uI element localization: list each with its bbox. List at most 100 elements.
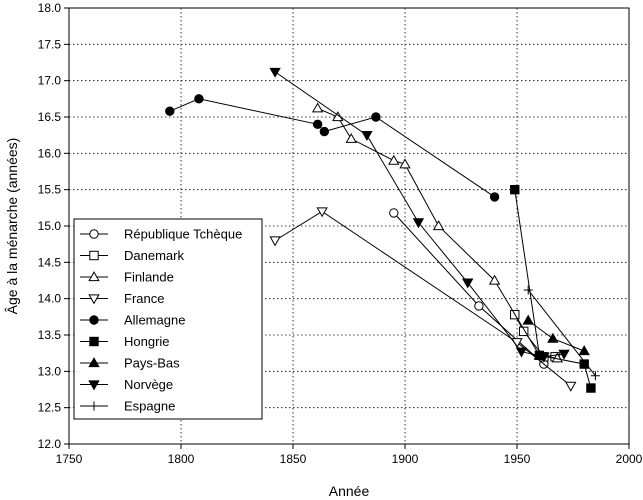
data-point — [510, 184, 520, 195]
x-tick-label: 1850 — [280, 452, 307, 466]
legend-label: Espagne — [124, 399, 175, 414]
legend-entry: France — [80, 291, 164, 306]
data-point — [586, 383, 596, 393]
legend-marker — [89, 336, 99, 347]
y-axis-title: Âge à la ménarche (années) — [4, 138, 20, 315]
data-point — [522, 314, 534, 325]
y-tick-label: 13.5 — [38, 328, 62, 342]
data-point — [565, 381, 577, 392]
data-point — [590, 371, 600, 381]
data-point — [269, 67, 281, 78]
data-point — [412, 218, 425, 229]
data-point — [547, 332, 559, 343]
data-point — [579, 359, 589, 369]
y-tick-label: 12.0 — [38, 437, 62, 451]
x-axis-title: Année — [329, 483, 370, 499]
series-line — [514, 189, 592, 389]
series-line — [527, 289, 596, 377]
legend-entry: Pays-Bas — [80, 356, 180, 371]
data-point — [388, 154, 400, 165]
series-line — [274, 71, 565, 358]
series-layer — [165, 67, 600, 393]
legend-marker — [89, 401, 99, 411]
data-point — [399, 158, 411, 169]
legend-label: Pays-Bas — [124, 356, 180, 371]
series-finlande — [311, 102, 564, 363]
data-point — [489, 192, 500, 202]
x-tick-label: 2000 — [616, 452, 643, 466]
data-point — [371, 112, 381, 122]
tick-labels: 12.0 12.5 13.0 13.5 14.0 14.5 15.0 15.5 16.0 16.5… — [38, 1, 643, 466]
legend-label: France — [124, 291, 164, 306]
legend-marker — [88, 271, 100, 282]
data-point — [515, 347, 528, 358]
data-point — [312, 119, 323, 129]
x-tick-label: 1900 — [392, 452, 419, 466]
y-tick-label: 14.5 — [38, 255, 62, 269]
legend: République Tchèque Danemark Finlande France… — [73, 218, 263, 420]
x-tick-label: 1750 — [56, 452, 83, 466]
series-norv-ge — [269, 67, 570, 363]
series-r-publique-tch-que — [389, 208, 549, 369]
data-point — [389, 208, 399, 218]
data-point — [316, 207, 328, 218]
x-tick-label: 1950 — [504, 452, 531, 466]
series-espagne — [523, 285, 600, 381]
y-tick-label: 16.0 — [38, 146, 62, 160]
series-pays-bas — [522, 314, 590, 356]
legend-marker — [88, 357, 100, 368]
legend-marker — [89, 250, 99, 261]
legend-marker — [88, 294, 100, 305]
data-point — [194, 94, 204, 104]
y-tick-label: 13.0 — [38, 364, 62, 378]
data-point — [558, 349, 570, 360]
data-point — [165, 106, 175, 116]
legend-box — [73, 218, 263, 420]
legend-entry: Danemark — [80, 248, 184, 263]
legend-entry: République Tchèque — [80, 227, 242, 242]
data-point — [538, 352, 550, 363]
axes — [64, 7, 630, 449]
data-point — [361, 131, 373, 142]
legend-label: République Tchèque — [124, 227, 242, 242]
data-point — [345, 132, 357, 143]
data-point — [488, 274, 501, 285]
y-tick-label: 18.0 — [38, 1, 62, 15]
legend-label: Allemagne — [124, 313, 185, 328]
data-point — [519, 326, 529, 337]
legend-entry: Espagne — [80, 399, 175, 414]
data-point — [432, 220, 445, 231]
series-line — [274, 210, 572, 387]
data-point — [319, 126, 330, 137]
y-tick-label: 17.0 — [38, 74, 62, 88]
legend-marker — [88, 380, 100, 391]
series-france — [269, 207, 577, 392]
data-point — [462, 278, 474, 289]
data-point — [269, 236, 281, 247]
legend-entry: Hongrie — [80, 334, 170, 349]
legend-label: Norvège — [124, 377, 173, 392]
legend-entry: Finlande — [80, 270, 174, 285]
y-tick-label: 14.0 — [38, 292, 62, 306]
legend-entry: Norvège — [80, 377, 173, 392]
y-tick-label: 16.5 — [38, 110, 62, 124]
legend-label: Finlande — [124, 270, 174, 285]
data-point — [523, 285, 533, 295]
legend-label: Hongrie — [124, 334, 170, 349]
x-tick-label: 1800 — [168, 452, 195, 466]
y-tick-label: 12.5 — [38, 401, 62, 415]
data-point — [578, 345, 590, 356]
y-tick-label: 17.5 — [38, 37, 62, 51]
legend-marker — [89, 315, 99, 325]
y-tick-label: 15.5 — [38, 183, 62, 197]
legend-entry: Allemagne — [80, 313, 185, 328]
data-point — [332, 111, 344, 122]
series-line — [169, 98, 495, 198]
series-allemagne — [165, 94, 500, 202]
y-tick-label: 15.0 — [38, 219, 62, 233]
data-point — [474, 301, 484, 311]
legend-marker — [89, 229, 99, 239]
legend-label: Danemark — [124, 248, 184, 263]
data-point — [311, 102, 324, 113]
